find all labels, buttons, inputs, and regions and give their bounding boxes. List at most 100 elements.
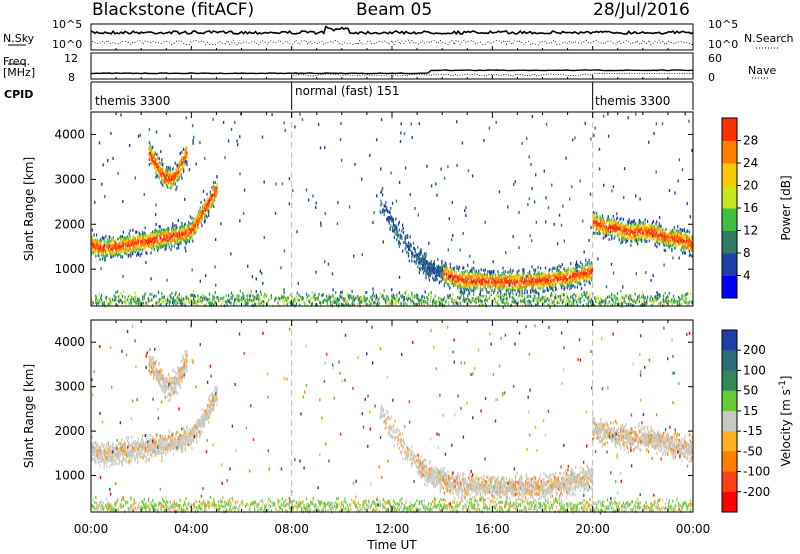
echo-cell: [166, 173, 168, 177]
echo-cell: [540, 273, 543, 277]
echo-cell: [621, 232, 624, 236]
echo-cell: [575, 272, 577, 276]
echo-cell: [526, 295, 528, 299]
echo-cell: [414, 249, 416, 253]
echo-cell: [563, 277, 565, 281]
echo-cell: [155, 239, 157, 243]
echo-cell: [368, 303, 370, 307]
echo-cell: [165, 298, 167, 302]
echo-cell: [132, 239, 134, 243]
echo-cell: [314, 293, 316, 296]
echo-cell: [115, 295, 117, 299]
echo-cell: [280, 296, 283, 300]
echo-cell: [520, 274, 523, 278]
echo-cell: [475, 297, 477, 301]
echo-cell: [602, 229, 604, 233]
echo-cell: [575, 294, 577, 298]
echo-cell: [554, 266, 556, 270]
echo-cell: [447, 269, 449, 273]
echo-cell: [417, 261, 420, 264]
echo-cell: [156, 153, 158, 156]
echo-cell: [92, 242, 94, 246]
echo-cell: [148, 158, 150, 161]
echo-cell: [651, 225, 653, 229]
echo-cell: [197, 294, 199, 298]
echo-cell: [184, 158, 186, 162]
echo-cell: [205, 302, 207, 306]
echo-cell: [549, 302, 551, 306]
echo-cell: [200, 200, 202, 204]
echo-cell: [495, 280, 497, 284]
echo-cell: [155, 171, 157, 175]
echo-cell: [228, 300, 230, 304]
echo-cell: [112, 254, 114, 258]
echo-cell: [124, 300, 126, 304]
echo-cell: [625, 228, 627, 232]
echo-cell: [183, 160, 185, 164]
echo-cell: [297, 298, 299, 302]
echo-cell: [360, 300, 362, 304]
echo-cell: [530, 277, 533, 281]
echo-cell: [646, 239, 648, 243]
echo-cell: [592, 302, 594, 306]
echo-cell: [101, 250, 104, 253]
echo-cell: [125, 242, 127, 246]
echo-cell: [449, 296, 451, 300]
echo-cell: [465, 299, 467, 303]
echo-cell: [497, 298, 499, 302]
echo-cell: [537, 265, 539, 269]
echo-cell: [419, 259, 421, 263]
echo-cell: [678, 239, 681, 243]
echo-cell: [98, 293, 100, 297]
echo-cell: [218, 299, 220, 302]
echo-cell: [103, 245, 105, 249]
echo-cell: [453, 301, 455, 305]
echo-cell: [559, 297, 561, 300]
echo-cell: [441, 260, 443, 264]
echo-cell: [505, 285, 507, 289]
echo-cell: [178, 230, 181, 234]
echo-cell: [499, 275, 502, 279]
echo-cell: [662, 239, 664, 243]
echo-cell: [130, 238, 132, 242]
echo-cell: [522, 270, 524, 274]
echo-cell: [185, 156, 187, 159]
echo-cell: [315, 302, 317, 306]
echo-cell: [189, 222, 191, 226]
echo-cell: [504, 302, 506, 306]
echo-cell: [562, 284, 564, 288]
echo-cell: [489, 285, 491, 289]
echo-cell: [465, 279, 467, 283]
echo-cell: [457, 285, 459, 288]
echo-cell: [258, 298, 260, 302]
echo-cell: [100, 239, 102, 243]
echo-cell: [418, 299, 421, 303]
echo-cell: [625, 240, 627, 244]
echo-cell: [162, 171, 165, 175]
echo-cell: [657, 237, 659, 241]
echo-cell: [318, 292, 320, 296]
echo-cell: [638, 229, 640, 233]
echo-cell: [684, 234, 686, 238]
echo-cell: [152, 244, 154, 248]
echo-cell: [289, 293, 291, 297]
echo-cell: [599, 217, 601, 220]
echo-cell: [186, 228, 188, 232]
echo-cell: [630, 230, 632, 234]
echo-cell: [509, 269, 512, 273]
echo-cell: [477, 296, 479, 300]
echo-cell: [137, 247, 140, 250]
echo-cell: [642, 226, 644, 230]
echo-cell: [350, 294, 352, 298]
echo-cell: [183, 152, 186, 156]
echo-cell: [174, 161, 176, 165]
echo-cell: [162, 237, 165, 241]
echo-cell: [245, 301, 247, 305]
echo-cell: [518, 284, 520, 288]
echo-cell: [516, 285, 518, 289]
echo-cell: [566, 295, 568, 299]
echo-cell: [162, 183, 164, 187]
echo-cell: [259, 296, 261, 300]
echo-cell: [170, 248, 172, 252]
echo-cell: [314, 297, 316, 301]
